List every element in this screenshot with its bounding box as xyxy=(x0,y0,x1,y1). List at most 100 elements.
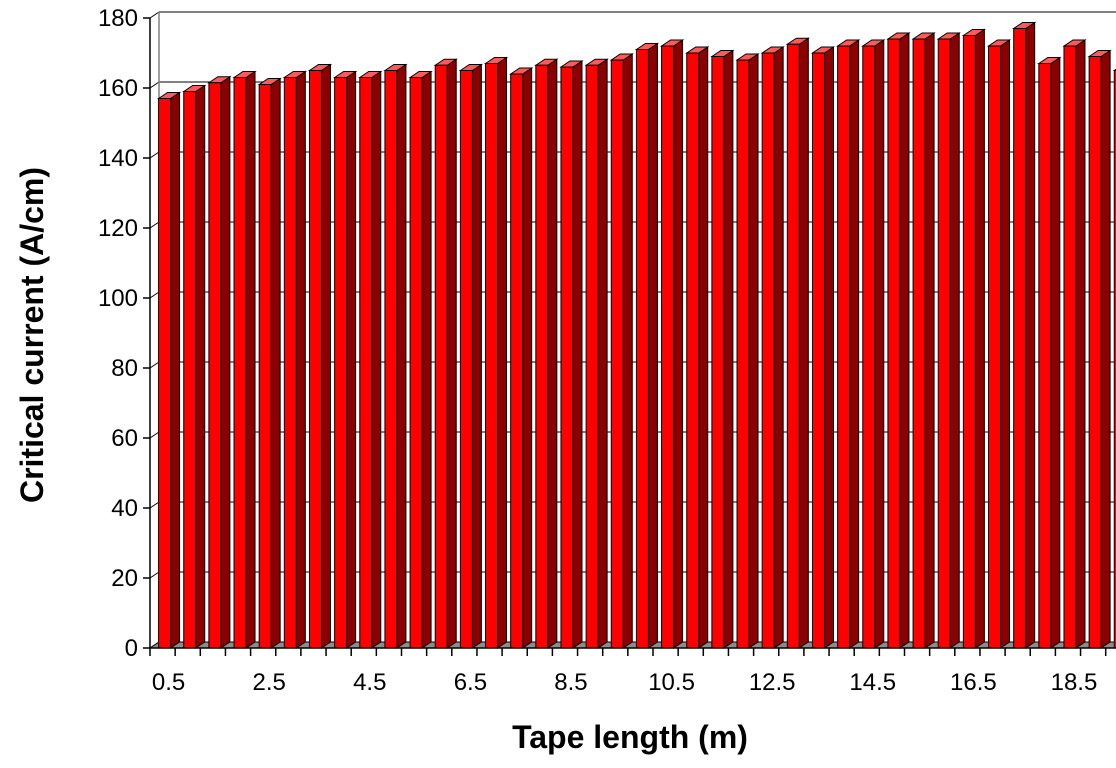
bar xyxy=(433,58,458,649)
bar-side xyxy=(371,70,382,649)
bar-front xyxy=(1038,63,1052,649)
bar-side xyxy=(597,58,608,649)
bar-side xyxy=(170,91,181,649)
bar-side xyxy=(270,77,281,649)
bar-front xyxy=(937,38,951,649)
bar-front xyxy=(233,77,247,649)
bar xyxy=(257,77,282,649)
bar-side xyxy=(622,53,633,649)
bar-side xyxy=(673,39,684,649)
bar xyxy=(861,39,886,649)
bar xyxy=(810,46,836,649)
y-tick-label: 60 xyxy=(111,425,138,452)
bar xyxy=(710,49,735,649)
bar-front xyxy=(837,45,851,649)
bar-side xyxy=(1075,39,1086,649)
bar-front xyxy=(635,49,649,649)
bar-side xyxy=(773,46,784,649)
x-tick-label: 10.5 xyxy=(648,669,695,696)
bar xyxy=(509,67,534,649)
y-tick-label: 40 xyxy=(111,495,138,522)
bar-front xyxy=(359,77,373,649)
bar xyxy=(156,91,182,649)
bar xyxy=(483,56,509,649)
bar xyxy=(986,39,1012,649)
bar-side xyxy=(698,46,709,649)
bar-front xyxy=(510,73,524,649)
axes xyxy=(143,17,1116,656)
bar-front xyxy=(1063,45,1077,649)
bar-side xyxy=(497,56,508,649)
bar-side xyxy=(421,70,432,649)
bar xyxy=(911,32,936,649)
bar-side xyxy=(1025,21,1036,649)
bar-side xyxy=(245,70,256,649)
bar-front xyxy=(811,52,825,649)
bar xyxy=(609,53,634,649)
bar-front xyxy=(661,45,675,649)
x-tick-label: 12.5 xyxy=(749,669,796,696)
bar-side xyxy=(320,63,331,649)
bar-front xyxy=(334,77,348,649)
bar-front xyxy=(560,66,574,649)
x-tick-label: 18.5 xyxy=(1051,669,1098,696)
x-tick-label: 4.5 xyxy=(353,669,386,696)
bar-front xyxy=(183,91,197,649)
bar-side xyxy=(522,67,533,649)
bar xyxy=(408,70,433,649)
bar xyxy=(383,63,408,649)
x-tick-label: 2.5 xyxy=(252,669,285,696)
gridline-depth xyxy=(149,11,160,19)
y-tick-label: 120 xyxy=(98,215,138,242)
gridline-depth xyxy=(149,221,160,229)
bar-front xyxy=(384,70,398,649)
bar xyxy=(961,28,987,649)
bar xyxy=(659,39,685,649)
bar xyxy=(1012,21,1037,649)
gridline-depth xyxy=(149,151,160,159)
x-tick-label: 0.5 xyxy=(152,669,185,696)
bar xyxy=(685,46,710,649)
bar-side xyxy=(723,49,734,649)
gridline-depth xyxy=(149,431,160,439)
bar xyxy=(332,70,358,649)
bar xyxy=(282,70,307,649)
bar-front xyxy=(610,59,624,649)
y-tick-label: 160 xyxy=(98,75,138,102)
x-tick-labels: 0.5 2.5 4.5 6.5 8.5 10.5 12.5 14.5 16.5 18.5 xyxy=(152,669,1097,696)
bar xyxy=(307,63,333,649)
bar-side xyxy=(1050,56,1061,649)
y-axis-title: Critical current (A/cm) xyxy=(14,167,50,503)
bar-front xyxy=(736,59,750,649)
gridline-depth xyxy=(149,501,160,509)
bar-front xyxy=(434,64,448,649)
y-tick-label: 100 xyxy=(98,285,138,312)
bar xyxy=(1037,56,1062,649)
bar-side xyxy=(949,32,960,649)
x-tick-label: 8.5 xyxy=(554,669,587,696)
bar-front xyxy=(786,43,800,649)
gridline-depth xyxy=(149,361,160,369)
bar-side xyxy=(1100,49,1111,649)
bar-front xyxy=(308,70,322,649)
bar xyxy=(886,32,911,649)
bar xyxy=(785,37,810,649)
bar-front xyxy=(409,77,423,649)
bar-side xyxy=(798,37,809,649)
bar-side xyxy=(849,39,860,649)
bar-front xyxy=(485,63,499,649)
bar-front xyxy=(761,52,775,649)
bar-side xyxy=(195,84,206,649)
gridline-depth xyxy=(149,81,160,89)
bar-side xyxy=(874,39,885,649)
x-tick-label: 16.5 xyxy=(950,669,997,696)
x-tick-label: 14.5 xyxy=(849,669,896,696)
bar-front xyxy=(686,52,700,649)
bar xyxy=(760,46,785,649)
bar-side xyxy=(471,63,482,649)
bar-side xyxy=(220,75,231,649)
y-tick-labels: 0 20 40 60 80 100 120 140 160 180 xyxy=(98,5,138,662)
y-tick-label: 140 xyxy=(98,145,138,172)
bar-front xyxy=(208,82,222,649)
bar-side xyxy=(647,42,658,649)
